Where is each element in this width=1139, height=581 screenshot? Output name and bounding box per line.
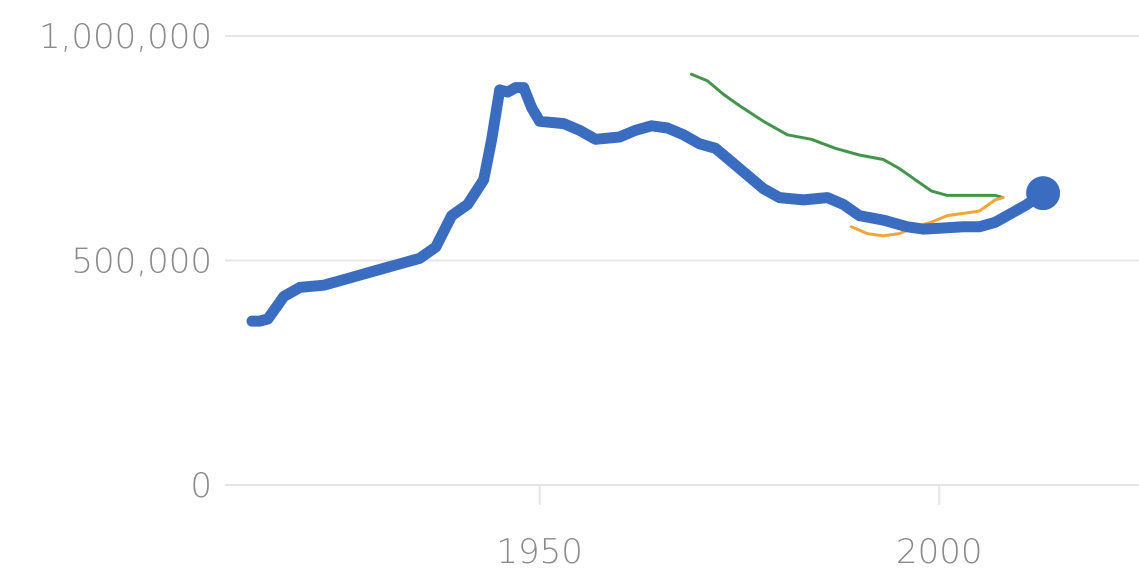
y-tick-label: 500,000	[71, 242, 212, 282]
series-lines	[246, 72, 1061, 327]
series-line-2	[849, 196, 1005, 238]
x-tick-label: 1950	[496, 532, 583, 572]
y-tick-label: 1,000,000	[39, 17, 212, 57]
tick-labels: 0 500,000 1,000,000 1950 2000	[39, 17, 983, 572]
y-tick-label: 0	[190, 466, 212, 506]
series-line-0	[246, 82, 1049, 327]
x-tick-label: 2000	[896, 532, 983, 572]
series-end-marker	[1026, 176, 1061, 211]
series-line-1	[690, 72, 1005, 200]
gridlines	[225, 35, 1139, 505]
